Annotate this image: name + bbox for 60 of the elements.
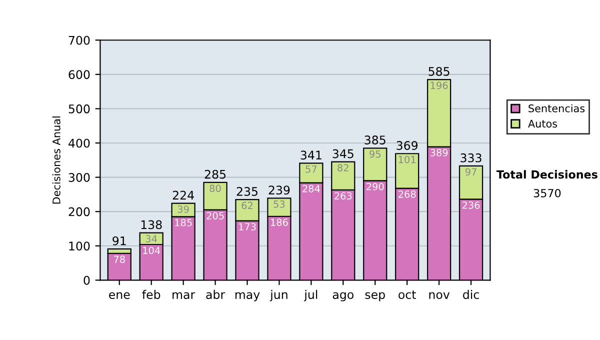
y-tick-label: 300 — [68, 173, 90, 182]
data-label: 205 — [206, 212, 224, 220]
text: Total Decisiones — [496, 170, 598, 179]
data-label: 53 — [274, 200, 285, 208]
x-tick-label: ene — [109, 292, 130, 300]
total-label: 285 — [204, 170, 226, 179]
x-tick-label: jun — [270, 290, 288, 302]
y-tick-label: 400 — [68, 138, 90, 148]
y-tick-label: 0 — [84, 276, 90, 285]
data-label: 101 — [398, 156, 416, 164]
data-label: 82 — [338, 164, 348, 172]
data-label: 80 — [210, 184, 221, 192]
data-label: 236 — [462, 201, 480, 209]
x-tick-label: sep — [365, 292, 385, 302]
x-tick-label: jul — [304, 290, 318, 302]
total-label: 138 — [141, 220, 162, 230]
x-tick-label: mar — [172, 292, 196, 300]
data-label: 62 — [242, 202, 252, 210]
total-label: 235 — [236, 186, 258, 196]
total-label: 385 — [364, 136, 386, 144]
x-tick-label: feb — [142, 290, 160, 300]
data-label: 185 — [175, 218, 192, 226]
x-tick-label: oct — [398, 290, 416, 300]
legend-label: Autos — [528, 120, 558, 128]
total-label: 345 — [332, 149, 354, 158]
total-label: 91 — [112, 236, 126, 246]
y-tick-label: 500 — [68, 104, 90, 114]
total-label: 224 — [172, 190, 194, 200]
x-tick-label: nov — [429, 292, 450, 300]
data-label: 97 — [465, 168, 476, 176]
data-label: 389 — [430, 148, 448, 156]
data-label: 34 — [146, 235, 157, 242]
data-label: 78 — [114, 256, 125, 263]
y-tick-label: 600 — [68, 70, 90, 80]
data-label: 173 — [239, 223, 256, 230]
x-tick-label: dic — [463, 290, 479, 300]
y-axis-title: Decisiones Anual — [52, 116, 60, 204]
data-label: 284 — [302, 185, 320, 192]
y-tick-label: 700 — [68, 36, 90, 45]
total-label: 333 — [460, 153, 482, 162]
data-label: 186 — [271, 218, 288, 226]
data-label: 39 — [178, 206, 189, 213]
x-tick-label: ago — [332, 292, 354, 302]
data-label: 268 — [398, 190, 416, 198]
text: 3570 — [534, 188, 561, 198]
total-label: 341 — [300, 150, 322, 160]
legend-label: Sentencias — [528, 104, 585, 112]
data-label: 196 — [430, 82, 448, 90]
y-tick-label: 200 — [68, 207, 90, 216]
y-tick-label: 100 — [69, 242, 90, 251]
data-label: 104 — [143, 246, 160, 254]
total-label: 239 — [268, 186, 290, 195]
total-label: 369 — [396, 141, 418, 150]
total-label: 585 — [428, 66, 450, 76]
x-tick-label: abr — [206, 290, 226, 300]
data-label: 290 — [366, 182, 384, 190]
data-label: 263 — [334, 192, 352, 200]
data-label: 95 — [370, 150, 380, 158]
data-label: 57 — [306, 166, 317, 173]
x-tick-label: may — [235, 292, 260, 302]
